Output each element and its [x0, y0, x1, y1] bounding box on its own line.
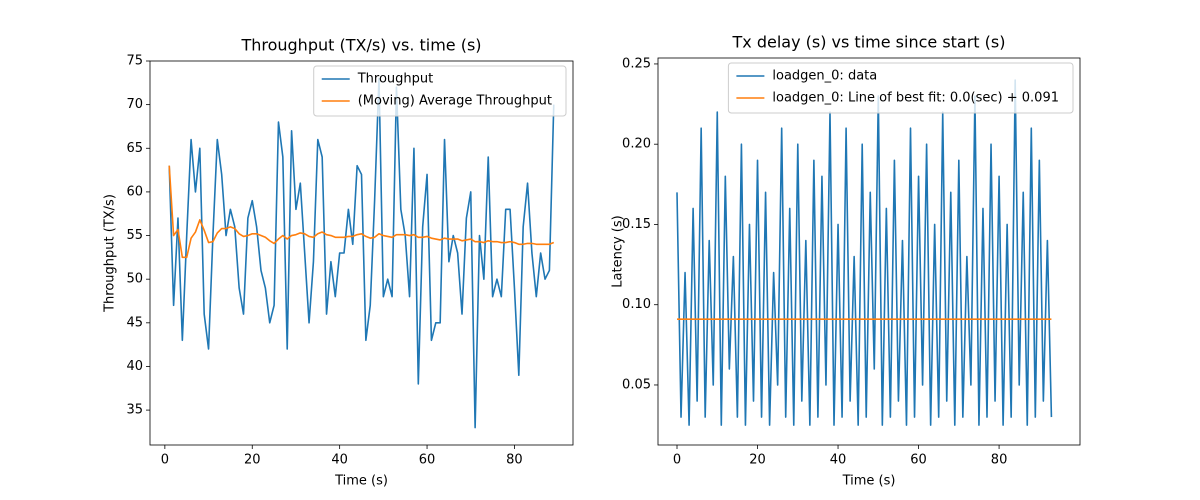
legend-box — [727, 62, 1074, 114]
x-axis-label: Time (s) — [842, 474, 896, 489]
subplot: Tx delay (s) vs time since start (s) Time… — [611, 33, 1081, 489]
legend-label: loadgen_0: Line of best fit: 0.0(sec) + … — [772, 91, 1059, 106]
legend-box — [313, 65, 567, 117]
x-tick-label: 80 — [991, 453, 1008, 468]
y-tick-label: 70 — [126, 97, 143, 112]
series-line — [168, 77, 555, 429]
legend: loadgen_0: data loadgen_0: Line of best f… — [727, 62, 1074, 114]
x-tick-label: 40 — [830, 453, 847, 468]
x-tick-label: 80 — [506, 453, 523, 468]
y-tick-label: 75 — [126, 54, 143, 69]
chart-title: Tx delay (s) vs time since start (s) — [732, 33, 1006, 52]
x-tick-label: 0 — [161, 453, 169, 468]
legend-label: (Moving) Average Throughput — [358, 94, 552, 109]
legend-label: loadgen_0: data — [772, 69, 877, 84]
y-axis-label: Latency (s) — [611, 215, 626, 287]
x-tick-label: 0 — [673, 453, 681, 468]
y-tick-label: 50 — [126, 272, 143, 287]
x-tick-label: 20 — [749, 453, 766, 468]
y-tick-label: 55 — [126, 228, 143, 243]
plot-frame — [149, 60, 574, 446]
y-axis-label: Throughput (TX/s) — [103, 194, 118, 313]
chart-title: Throughput (TX/s) vs. time (s) — [240, 36, 481, 55]
y-tick-label: 0.10 — [622, 297, 651, 312]
series-line — [168, 165, 555, 259]
x-tick-label: 60 — [910, 453, 927, 468]
plot-frame — [657, 57, 1081, 446]
y-tick-label: 60 — [126, 184, 143, 199]
x-axis-label: Time (s) — [334, 474, 388, 489]
legend: Throughput (Moving) Average Throughput — [313, 65, 567, 117]
x-tick-label: 60 — [419, 453, 436, 468]
y-tick-label: 0.25 — [622, 56, 651, 71]
legend-label: Throughput — [357, 72, 434, 87]
y-tick-label: 45 — [126, 315, 143, 330]
y-tick-label: 65 — [126, 141, 143, 156]
y-tick-label: 0.05 — [622, 377, 651, 392]
y-tick-label: 40 — [126, 359, 143, 374]
x-tick-label: 20 — [244, 453, 261, 468]
x-tick-label: 40 — [331, 453, 348, 468]
y-tick-label: 0.20 — [622, 137, 651, 152]
y-tick-label: 35 — [126, 403, 143, 418]
series-line — [676, 79, 1053, 426]
y-tick-label: 0.15 — [622, 217, 651, 232]
subplot: Throughput (TX/s) vs. time (s) Time (s) Th… — [103, 36, 574, 489]
